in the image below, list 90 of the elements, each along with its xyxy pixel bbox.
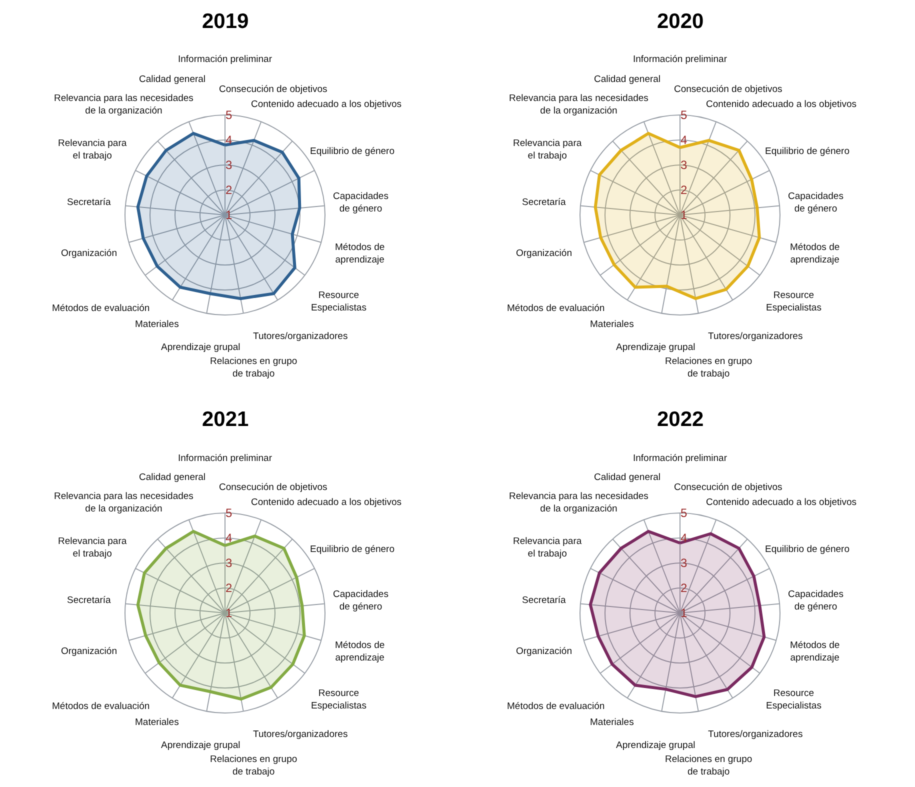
spoke-label: Consecución de objetivos	[219, 84, 328, 95]
spoke-label: Resource Especialistas	[311, 290, 367, 314]
y-tick-label: 1	[226, 606, 232, 620]
y-tick-label: 3	[226, 556, 232, 570]
spoke-label: Relaciones en grupo de trabajo	[665, 356, 752, 380]
spoke-label: Relevancia para las necesidades de la organización	[509, 93, 649, 116]
y-tick-label: 5	[226, 108, 232, 122]
spoke-label: Métodos de aprendizaje	[790, 242, 840, 266]
spoke-label: Información preliminar	[178, 54, 272, 65]
spoke-label: Tutores/organizadores	[708, 729, 803, 740]
spoke-label: Organización	[516, 646, 572, 657]
spoke-label: Tutores/organizadores	[253, 729, 348, 740]
spoke-label: Equilibrio de género	[765, 146, 850, 157]
spoke-label: Información preliminar	[633, 54, 727, 65]
y-tick-label: 1	[680, 208, 688, 222]
spoke-label: Capacidades de género	[788, 191, 844, 214]
spoke-label: Capacidades de género	[333, 191, 389, 214]
spoke-label: Equilibrio de género	[310, 146, 395, 157]
y-tick-label: 1	[680, 606, 688, 620]
spoke-label: Secretaría	[522, 197, 567, 208]
spoke-label: Calidad general	[139, 74, 206, 85]
y-tick-label: 4	[226, 530, 232, 545]
spoke-label: Métodos de aprendizaje	[335, 242, 385, 266]
spoke-label: Contenido adecuado a los objetivos	[706, 99, 857, 110]
spoke-label: Secretaría	[522, 595, 567, 606]
y-tick-label: 3	[680, 158, 688, 172]
spoke-label: Organización	[61, 646, 117, 657]
spoke-label: Resource Especialistas	[766, 688, 822, 712]
spoke-label: Capacidades de género	[333, 589, 389, 612]
y-tick-label: 3	[226, 158, 232, 172]
spoke-label: Materiales	[135, 717, 180, 728]
spoke-label: Relaciones en grupo de trabajo	[210, 356, 298, 380]
spoke-label: Capacidades de género	[788, 589, 844, 612]
spoke-label: Materiales	[590, 319, 634, 330]
spoke-label: Relaciones en grupo de trabajo	[210, 754, 298, 778]
chart-title: 2021	[202, 408, 250, 431]
spoke-label: Métodos de evaluación	[507, 303, 605, 314]
chart-title: 2022	[657, 408, 704, 431]
y-tick-label: 2	[226, 182, 232, 197]
spoke-label: Información preliminar	[178, 453, 272, 464]
spoke-label: Información preliminar	[633, 453, 727, 464]
spoke-label: Secretaría	[67, 197, 112, 208]
y-tick-label: 3	[680, 556, 688, 570]
spoke-label: Relevancia para el trabajo	[513, 536, 582, 560]
spoke-label: Consecución de objetivos	[674, 482, 783, 493]
spoke-label: Organización	[61, 248, 117, 259]
spoke-label: Equilibrio de género	[310, 544, 395, 555]
spoke-label: Métodos de evaluación	[52, 303, 150, 314]
y-tick-label: 4	[680, 132, 688, 147]
spoke-label: Relevancia para las necesidades de la organización	[54, 93, 194, 116]
spoke-label: Aprendizaje grupal	[161, 740, 240, 751]
spoke-label: Aprendizaje grupal	[616, 342, 696, 353]
y-tick-label: 2	[680, 182, 688, 197]
spoke-label: Calidad general	[139, 472, 206, 483]
spoke-label: Tutores/organizadores	[253, 331, 348, 342]
spoke-label: Métodos de evaluación	[507, 701, 605, 712]
spoke-label: Tutores/organizadores	[708, 331, 803, 342]
spoke-label: Aprendizaje grupal	[161, 342, 240, 353]
y-tick-label: 2	[226, 580, 232, 595]
spoke-label: Métodos de evaluación	[52, 701, 150, 712]
spoke-label: Calidad general	[594, 472, 661, 483]
spoke-label: Organización	[516, 248, 572, 259]
spoke-label: Relevancia para el trabajo	[513, 138, 582, 162]
spoke-label: Equilibrio de género	[765, 544, 850, 555]
y-tick-label: 5	[680, 506, 688, 520]
spoke-label: Contenido adecuado a los objetivos	[251, 497, 402, 508]
spoke-label: Relevancia para las necesidades de la organización	[54, 491, 194, 514]
chart-title: 2019	[202, 10, 249, 33]
y-tick-label: 5	[680, 108, 688, 122]
spoke-label: Resource Especialistas	[311, 688, 367, 712]
spoke-label: Métodos de aprendizaje	[790, 640, 840, 664]
spoke-label: Métodos de aprendizaje	[335, 640, 385, 664]
spoke-label: Relevancia para las necesidades de la organización	[509, 491, 649, 514]
spoke-label: Calidad general	[594, 74, 661, 85]
y-tick-label: 1	[226, 208, 232, 222]
spoke-label: Relaciones en grupo de trabajo	[665, 754, 752, 778]
spoke-label: Contenido adecuado a los objetivos	[706, 497, 857, 508]
spoke-label: Relevancia para el trabajo	[58, 138, 128, 162]
spoke-label: Consecución de objetivos	[674, 84, 783, 95]
spoke-label: Materiales	[590, 717, 634, 728]
spoke-label: Aprendizaje grupal	[616, 740, 696, 751]
spoke-label: Relevancia para el trabajo	[58, 536, 128, 560]
spoke-label: Materiales	[135, 319, 180, 330]
y-tick-label: 2	[680, 580, 688, 595]
spoke-label: Secretaría	[67, 595, 112, 606]
spoke-label: Consecución de objetivos	[219, 482, 328, 493]
spoke-label: Contenido adecuado a los objetivos	[251, 99, 402, 110]
spoke-label: Resource Especialistas	[766, 290, 822, 314]
chart-title: 2020	[657, 10, 704, 33]
y-tick-label: 5	[226, 506, 232, 520]
